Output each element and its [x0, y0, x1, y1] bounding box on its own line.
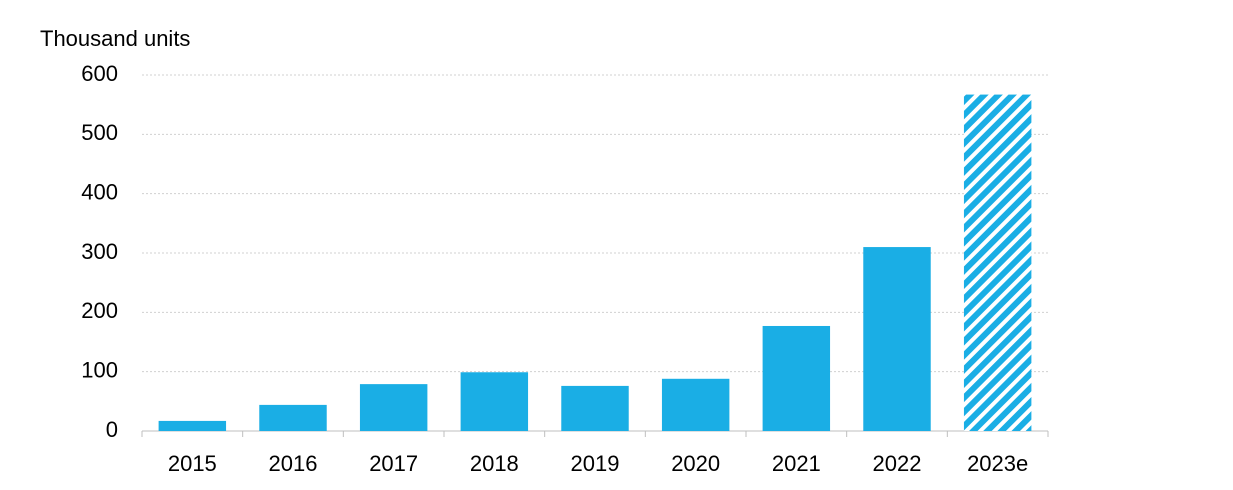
bar — [963, 94, 1032, 431]
bar — [359, 384, 428, 431]
bar — [259, 404, 327, 431]
y-tick-label: 100 — [81, 357, 118, 382]
bar — [762, 325, 831, 431]
y-tick-label: 300 — [81, 239, 118, 264]
x-tick-label: 2017 — [369, 451, 418, 476]
x-tick-label: 2019 — [571, 451, 620, 476]
y-tick-label: 400 — [81, 179, 118, 204]
y-tick-label: 600 — [81, 61, 118, 86]
bar — [863, 247, 931, 431]
bar — [561, 385, 629, 431]
x-tick-label: 2021 — [772, 451, 821, 476]
x-tick-label: 2023e — [967, 451, 1028, 476]
x-tick-label: 2016 — [269, 451, 318, 476]
y-tick-label: 500 — [81, 120, 118, 145]
bar — [158, 420, 227, 431]
y-tick-label: 200 — [81, 298, 118, 323]
bar — [460, 372, 529, 431]
bar — [661, 378, 730, 431]
y-tick-label: 0 — [106, 417, 118, 442]
x-tick-label: 2018 — [470, 451, 519, 476]
y-axis-label: Thousand units — [40, 26, 190, 51]
x-tick-label: 2015 — [168, 451, 217, 476]
x-tick-label: 2020 — [671, 451, 720, 476]
x-tick-label: 2022 — [873, 451, 922, 476]
